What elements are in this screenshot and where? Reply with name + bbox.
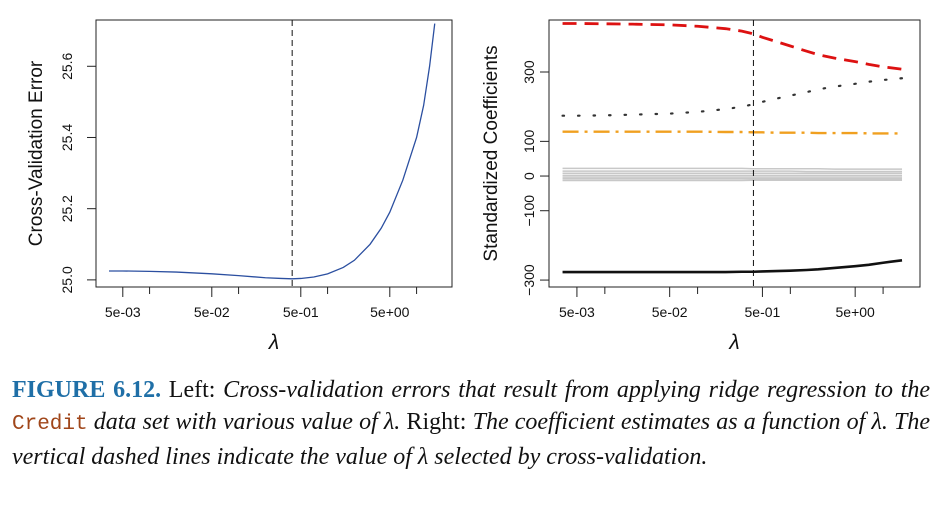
series-line-1	[109, 23, 436, 280]
y-axis-label: Cross-Validation Error	[26, 60, 47, 246]
y-tick-label: 25.4	[59, 124, 75, 151]
series-line-2	[561, 77, 904, 117]
x-tick-label: 5e-01	[745, 304, 781, 320]
figure-caption: FIGURE 6.12. Left: Cross-validation erro…	[12, 374, 930, 473]
right-panel-coefficients: 5e-03 5e-02 5e-01 5e+00 −300 −100 0 100 300 λ Stan…	[481, 19, 921, 354]
y-tick-label: 25.2	[59, 195, 75, 222]
y-tick-label: −100	[521, 195, 537, 227]
left-panel-cv-error: 5e-03 5e-02 5e-01 5e+00 25.0 25.2 25.4 25.6 λ Cro…	[26, 19, 453, 354]
plot-frame	[95, 19, 453, 288]
x-axis-label: λ	[728, 331, 739, 354]
series-line-11	[562, 259, 903, 274]
series-line-1	[562, 22, 903, 71]
y-tick-label: 300	[521, 60, 537, 84]
series-line-4	[562, 167, 903, 170]
figure-label: FIGURE 6.12.	[12, 377, 162, 403]
x-tick-label: 5e-02	[652, 304, 688, 320]
y-tick-label: 100	[521, 129, 537, 153]
series-line-3	[562, 130, 903, 135]
y-axis-label: Standardized Coefficients	[481, 45, 502, 261]
plot-frame	[548, 19, 921, 288]
y-tick-label: 25.0	[59, 266, 75, 293]
caption-text-5: Right:	[400, 409, 473, 435]
x-tick-label: 5e-02	[194, 304, 230, 320]
y-tick-label: 0	[521, 172, 537, 180]
caption-dataset-name: Credit	[12, 413, 88, 436]
x-tick-label: 5e-03	[105, 304, 141, 320]
x-tick-label: 5e+00	[370, 304, 410, 320]
x-tick-label: 5e+00	[836, 304, 876, 320]
x-tick-label: 5e-01	[283, 304, 319, 320]
charts-figure: 5e-03 5e-02 5e-01 5e+00 25.0 25.2 25.4 25.6 λ Cro…	[26, 19, 921, 354]
caption-text-1: Left:	[161, 377, 224, 403]
caption-text-2: Cross-validation errors that result from…	[223, 377, 931, 403]
x-axis-label: λ	[268, 331, 279, 354]
y-tick-label: 25.6	[59, 52, 75, 79]
y-tick-label: −300	[521, 264, 537, 296]
x-tick-label: 5e-03	[559, 304, 595, 320]
caption-text-4: data set with various value of λ.	[87, 409, 401, 435]
caption-text-6: The coefficient estimates as a function …	[12, 409, 931, 470]
